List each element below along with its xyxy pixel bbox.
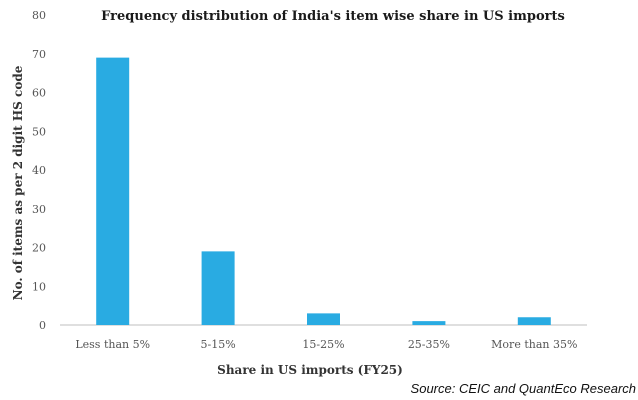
y-tick-label: 10: [32, 280, 46, 293]
bars: [96, 57, 551, 325]
x-tick-label: 15-25%: [302, 338, 344, 351]
y-tick-label: 40: [32, 164, 46, 177]
x-tick-label: 25-35%: [408, 338, 450, 351]
bar-3: [412, 321, 446, 325]
y-tick-label: 20: [32, 242, 46, 255]
x-tick-label: More than 35%: [491, 338, 577, 351]
bar-1: [201, 251, 235, 325]
x-tick-label: Less than 5%: [75, 338, 150, 351]
y-axis-ticks: 0 10 20 30 40 50 60 70 80: [32, 9, 46, 332]
bar-4: [517, 317, 551, 325]
y-axis-label: No. of items as per 2 digit HS code: [11, 65, 25, 300]
source-note: Source: CEIC and QuantEco Research: [411, 381, 636, 396]
y-tick-label: 50: [32, 125, 46, 138]
x-axis-label: Share in US imports (FY25): [217, 363, 403, 377]
y-tick-label: 0: [39, 319, 46, 332]
y-tick-label: 70: [32, 48, 46, 61]
chart-title: Frequency distribution of India's item w…: [101, 9, 565, 24]
x-tick-label: 5-15%: [201, 338, 236, 351]
bar-2: [307, 313, 340, 325]
y-tick-label: 80: [32, 9, 46, 22]
bar-0: [96, 57, 130, 325]
y-tick-label: 30: [32, 203, 46, 216]
y-tick-label: 60: [32, 87, 46, 100]
x-axis-ticks: Less than 5% 5-15% 15-25% 25-35% More than 3…: [75, 338, 577, 351]
